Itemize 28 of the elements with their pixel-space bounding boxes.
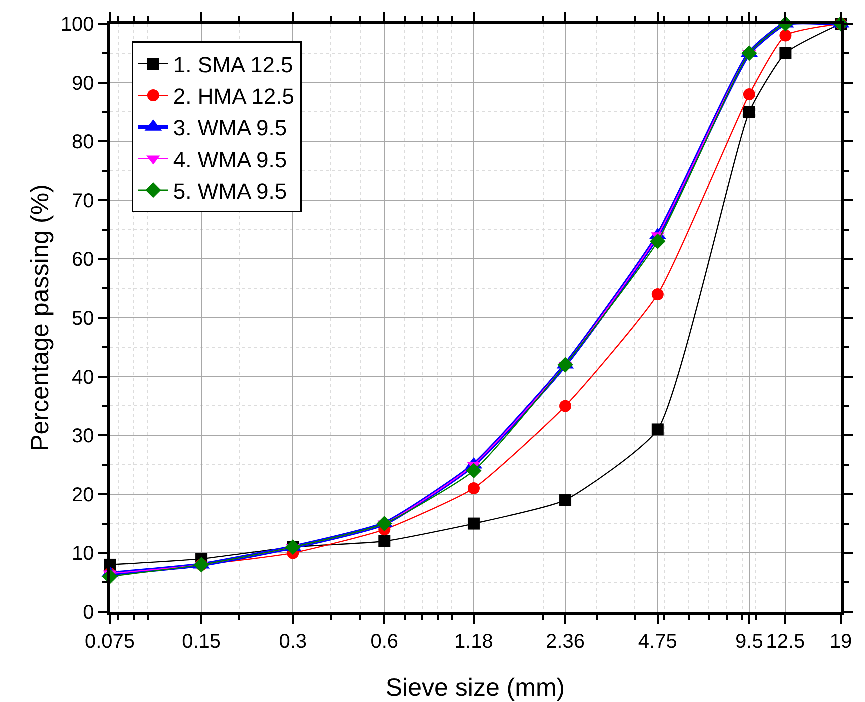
x-axis-title: Sieve size (mm) — [386, 674, 566, 702]
y-tick-label: 50 — [72, 308, 94, 330]
x-tick-label: 0.15 — [182, 630, 222, 653]
y-tick-label: 0 — [83, 602, 94, 624]
y-tick-label: 10 — [72, 543, 94, 566]
y-tick-label: 80 — [72, 132, 94, 154]
y-tick-label: 100 — [60, 14, 94, 36]
x-tick-label: 1.18 — [454, 630, 494, 653]
y-tick-label: 20 — [72, 484, 94, 506]
legend-label: 1. SMA 12.5 — [173, 52, 294, 78]
x-tick-label: 9.5 — [736, 630, 764, 653]
y-tick-label: 60 — [72, 249, 94, 272]
x-tick-label: 19 — [830, 630, 852, 653]
y-tick-label: 90 — [72, 72, 94, 95]
legend-label: 4. WMA 9.5 — [173, 147, 288, 172]
y-tick-label: 40 — [72, 366, 94, 389]
legend-label: 2. HMA 12.5 — [173, 84, 295, 110]
y-tick-label: 70 — [72, 190, 94, 212]
legend-label: 5. WMA 9.5 — [173, 178, 288, 204]
y-axis-title: Percentage passing (%) — [26, 184, 54, 452]
y-tick-label: 30 — [72, 426, 94, 448]
x-tick-label: 2.36 — [546, 630, 585, 653]
x-tick-label: 4.75 — [638, 630, 678, 653]
x-tick-label: 0.3 — [279, 630, 308, 653]
x-tick-label: 0.6 — [370, 630, 399, 653]
legend-label: 3. WMA 9.5 — [173, 116, 288, 141]
x-tick-label: 0.075 — [84, 630, 136, 653]
x-tick-label: 12.5 — [766, 630, 806, 653]
